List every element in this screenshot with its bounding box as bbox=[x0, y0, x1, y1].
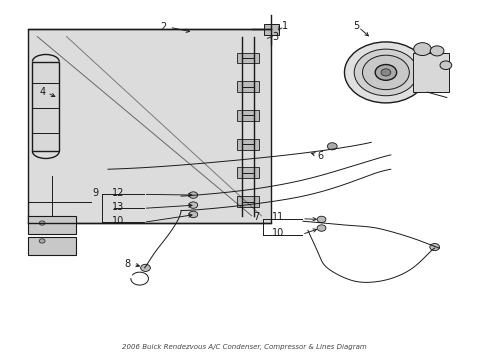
Circle shape bbox=[380, 69, 390, 76]
Text: 11: 11 bbox=[271, 212, 284, 222]
Text: 10: 10 bbox=[112, 216, 124, 226]
Bar bbox=[27, 30, 271, 223]
Bar bbox=[27, 216, 76, 234]
Circle shape bbox=[362, 55, 408, 90]
Bar bbox=[237, 81, 259, 92]
Circle shape bbox=[439, 61, 451, 69]
Bar bbox=[412, 53, 448, 92]
Text: 2: 2 bbox=[160, 22, 166, 32]
Circle shape bbox=[327, 143, 336, 150]
Circle shape bbox=[413, 42, 430, 55]
Text: 8: 8 bbox=[124, 258, 131, 269]
Circle shape bbox=[374, 64, 396, 80]
Bar bbox=[237, 196, 259, 207]
Text: 4: 4 bbox=[40, 87, 45, 97]
Text: 1: 1 bbox=[281, 21, 287, 31]
Text: 12: 12 bbox=[112, 188, 124, 198]
Text: 5: 5 bbox=[353, 21, 359, 31]
Bar bbox=[27, 237, 76, 255]
Circle shape bbox=[39, 221, 45, 225]
Circle shape bbox=[141, 264, 150, 271]
Text: 9: 9 bbox=[92, 188, 98, 198]
Text: 7: 7 bbox=[252, 212, 259, 222]
Circle shape bbox=[317, 225, 325, 231]
Circle shape bbox=[429, 46, 443, 56]
Bar bbox=[237, 139, 259, 149]
Bar bbox=[264, 24, 278, 35]
Circle shape bbox=[344, 42, 427, 103]
Circle shape bbox=[353, 49, 417, 96]
Bar bbox=[237, 53, 259, 63]
Circle shape bbox=[317, 216, 325, 223]
Circle shape bbox=[188, 211, 197, 218]
Text: 13: 13 bbox=[112, 202, 124, 212]
Bar bbox=[237, 167, 259, 178]
Text: 2006 Buick Rendezvous A/C Condenser, Compressor & Lines Diagram: 2006 Buick Rendezvous A/C Condenser, Com… bbox=[122, 345, 366, 350]
Text: 10: 10 bbox=[271, 229, 284, 238]
Text: 3: 3 bbox=[272, 32, 278, 42]
Circle shape bbox=[188, 192, 197, 198]
Circle shape bbox=[39, 239, 45, 243]
Circle shape bbox=[188, 202, 197, 208]
Bar bbox=[32, 62, 59, 151]
Circle shape bbox=[429, 243, 439, 251]
Bar bbox=[237, 110, 259, 121]
Text: 6: 6 bbox=[317, 150, 323, 161]
